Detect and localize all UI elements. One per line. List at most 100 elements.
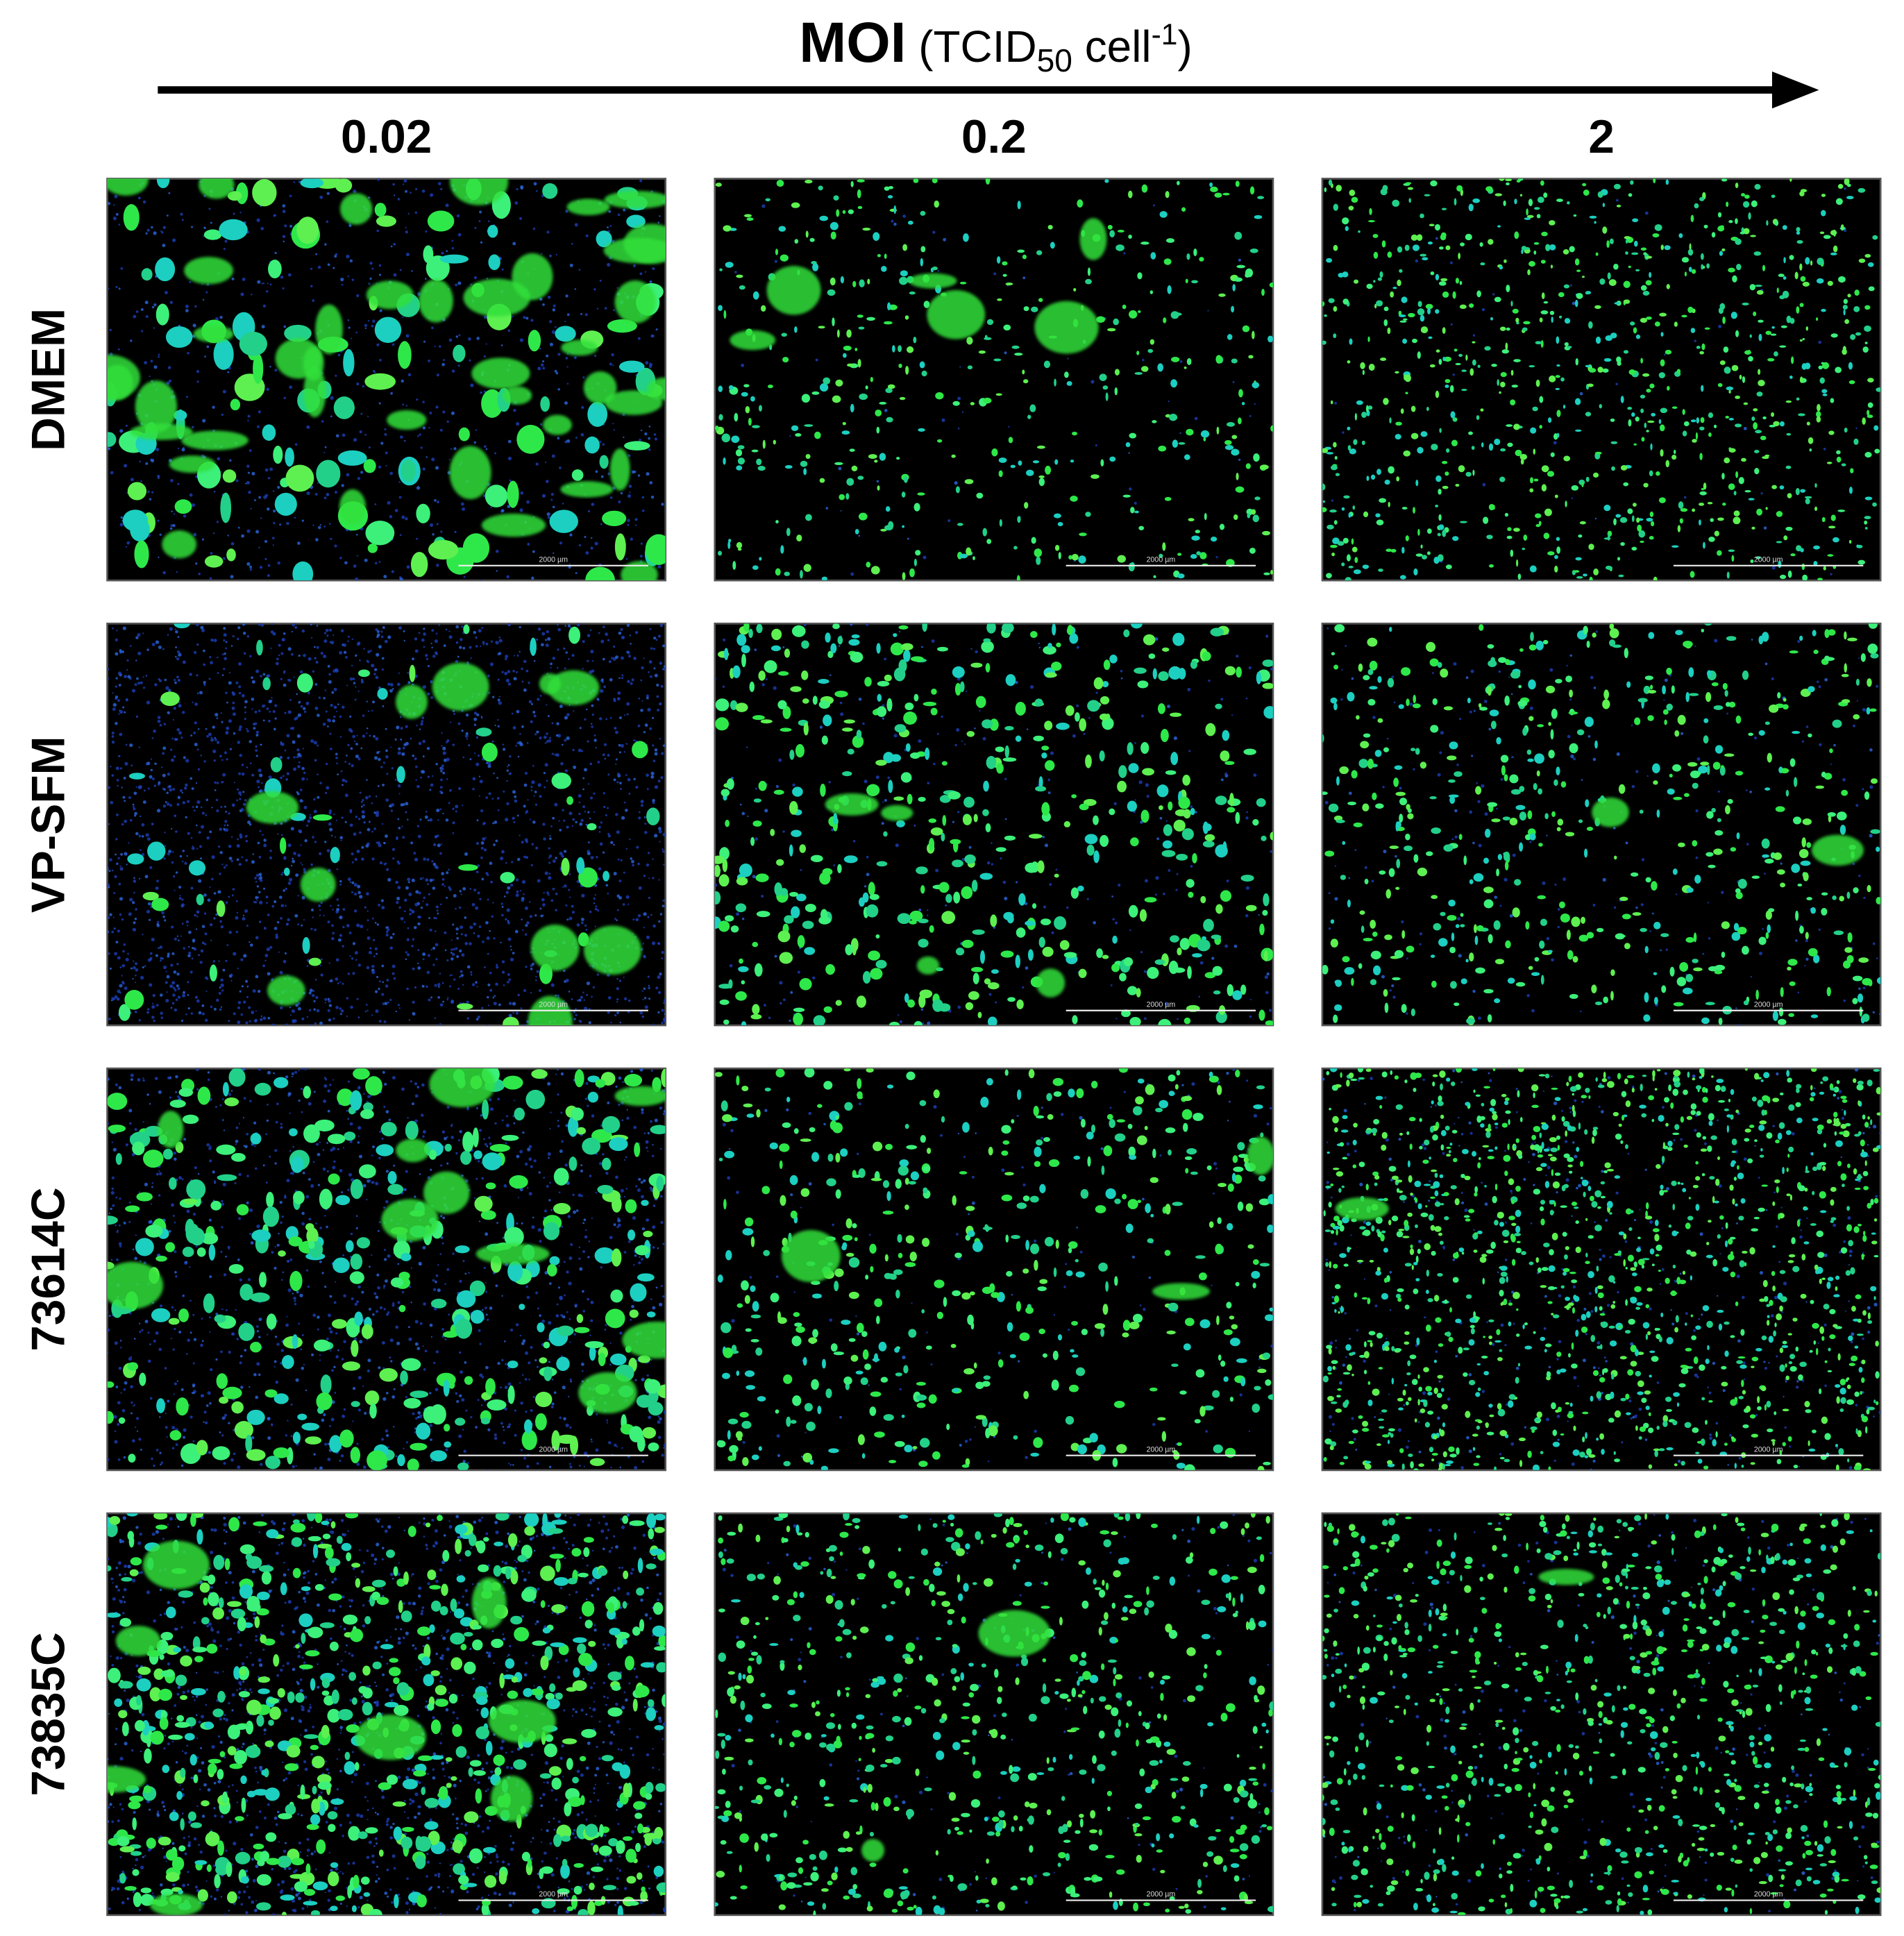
infected-cell: [1617, 557, 1621, 561]
infected-cell: [1778, 273, 1785, 278]
nucleus: [264, 959, 267, 962]
nucleus: [287, 882, 292, 885]
infected-cell: [1377, 277, 1382, 281]
nucleus: [551, 752, 554, 755]
infected-cell: [1843, 298, 1848, 304]
nucleus: [590, 546, 593, 550]
nucleus: [611, 353, 614, 357]
infected-cell: [805, 454, 811, 460]
nucleus: [508, 1013, 512, 1018]
infected-cell: [1722, 317, 1726, 324]
nucleus: [361, 857, 364, 861]
nucleus: [609, 362, 612, 366]
infected-cell: [1588, 544, 1594, 550]
infected-cell: [751, 449, 759, 453]
nucleus: [405, 252, 410, 257]
nucleus: [125, 957, 129, 961]
nucleus: [203, 226, 206, 230]
nucleus: [169, 527, 173, 530]
nucleus: [344, 793, 348, 798]
nucleus: [421, 190, 426, 193]
infected-cell: [1560, 377, 1565, 382]
nucleus: [195, 782, 198, 784]
nucleus: [523, 855, 526, 859]
nucleus: [453, 447, 457, 451]
nucleus: [365, 1004, 368, 1006]
nucleus: [195, 824, 198, 827]
infected-cell: [1826, 462, 1833, 464]
nucleus: [607, 472, 611, 475]
infected-cell: [1476, 415, 1480, 420]
nucleus: [553, 552, 555, 554]
nucleus: [653, 433, 657, 436]
nucleus: [536, 190, 538, 192]
nucleus: [407, 927, 410, 929]
nucleus: [309, 816, 312, 820]
infected-cell: [1392, 287, 1397, 289]
infected-cell: [1031, 306, 1038, 312]
infected-cell: [1107, 224, 1113, 230]
nucleus: [290, 653, 294, 656]
nucleus: [602, 851, 605, 854]
nucleus: [647, 975, 650, 978]
infected-cell: [1632, 218, 1639, 223]
infected-cell: [1387, 327, 1391, 335]
nucleus: [1342, 431, 1345, 434]
nucleus: [191, 957, 194, 960]
infected-cell: [1435, 475, 1442, 482]
nucleus: [604, 757, 606, 760]
nucleus: [339, 1007, 342, 1010]
nucleus: [470, 971, 473, 974]
infected-cell: [1488, 443, 1494, 451]
nucleus: [310, 267, 313, 270]
nucleus: [638, 811, 641, 814]
infected-cell: [1440, 278, 1448, 282]
nucleus: [244, 711, 246, 714]
infected-cell: [410, 552, 428, 578]
nucleus: [119, 984, 123, 988]
nucleus: [565, 294, 568, 298]
nucleus: [470, 657, 472, 659]
nucleus: [378, 757, 381, 761]
nucleus: [258, 709, 261, 712]
nucleus: [653, 667, 656, 670]
nucleus: [349, 259, 353, 263]
nucleus: [389, 998, 392, 1002]
infected-cell: [1435, 309, 1440, 314]
infected-cell: [1245, 272, 1250, 278]
nucleus: [177, 678, 181, 682]
nucleus: [289, 224, 293, 228]
nucleus: [363, 648, 365, 650]
nucleus: [126, 668, 128, 671]
nucleus: [609, 677, 613, 682]
nucleus: [255, 1010, 258, 1012]
nucleus: [428, 998, 431, 1002]
infected-cell: [1676, 369, 1681, 374]
nucleus: [628, 655, 632, 658]
infected-cell: [1836, 450, 1841, 455]
infected-cell: [1100, 459, 1104, 466]
nucleus: [349, 809, 353, 812]
nucleus: [203, 663, 206, 666]
nucleus: [309, 1024, 312, 1026]
nucleus: [223, 248, 226, 251]
infected-cell: [1779, 574, 1787, 580]
nucleus: [1472, 334, 1476, 337]
infected-cell: [913, 178, 919, 183]
nucleus: [1004, 351, 1007, 355]
infected-cell: [1779, 345, 1787, 348]
nucleus: [501, 914, 504, 917]
infected-cell: [1326, 573, 1332, 579]
infected-cell: [1170, 379, 1178, 388]
nucleus: [647, 707, 651, 712]
nucleus: [582, 376, 585, 379]
nucleus: [416, 825, 420, 827]
infected-cell: [1380, 357, 1387, 361]
infected-cell: [1440, 234, 1447, 241]
nucleus: [269, 945, 273, 949]
nucleus: [487, 983, 491, 986]
nucleus: [399, 435, 403, 439]
nucleus: [391, 688, 394, 690]
infected-cell: [1816, 278, 1824, 284]
nucleus: [564, 401, 568, 405]
